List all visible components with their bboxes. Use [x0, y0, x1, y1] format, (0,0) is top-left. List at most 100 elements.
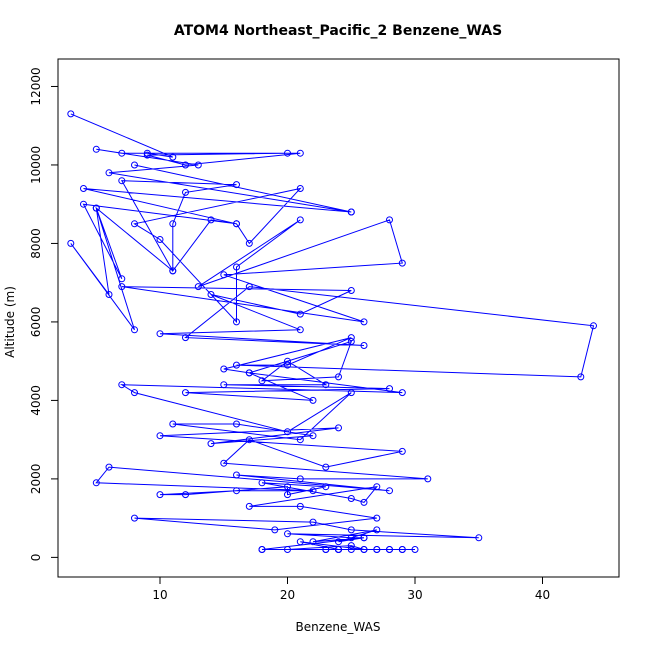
data-point [156, 236, 164, 243]
data-point [347, 334, 355, 342]
data-point [296, 538, 304, 546]
data-point [194, 283, 202, 291]
data-point [92, 479, 100, 487]
data-point [182, 161, 189, 169]
data-point [169, 153, 177, 161]
data-point [347, 542, 355, 550]
data-point [335, 538, 342, 546]
data-point [590, 322, 597, 330]
data-point [245, 283, 253, 291]
data-point [220, 365, 228, 373]
data-point [233, 181, 240, 189]
series-line [70, 113, 595, 550]
data-point [347, 389, 355, 397]
data-point [80, 200, 87, 208]
x-axis-label: Benzene_WAS [296, 620, 381, 634]
data-point [131, 326, 138, 334]
data-point [347, 338, 355, 345]
data-point [347, 208, 355, 216]
data-point [386, 487, 393, 495]
data-point [156, 491, 164, 499]
data-point [80, 185, 87, 192]
data-point [284, 357, 291, 365]
data-point [322, 463, 330, 471]
data-point [360, 546, 368, 553]
plot-frame [57, 58, 620, 578]
data-point [386, 385, 393, 393]
data-point [92, 145, 100, 153]
data-point [309, 487, 317, 495]
data-point [386, 546, 393, 553]
data-point [169, 220, 177, 228]
data-point [398, 389, 406, 397]
data-point [284, 491, 291, 499]
data-point [284, 530, 291, 538]
data-point [131, 220, 138, 228]
data-point [360, 498, 368, 506]
data-point [360, 342, 368, 349]
data-point [398, 447, 406, 455]
data-point [296, 185, 304, 192]
data-point [143, 149, 151, 157]
data-point [233, 420, 240, 428]
data-point [245, 239, 253, 247]
y-tick-label: 12000 [29, 67, 43, 105]
data-point [360, 534, 368, 542]
data-point [284, 428, 291, 436]
data-point [347, 534, 355, 542]
data-point [347, 495, 355, 502]
data-point [169, 267, 177, 275]
data-point [182, 389, 189, 397]
chart-title: ATOM4 Northeast_Pacific_2 Benzene_WAS [174, 23, 502, 39]
data-point [245, 502, 253, 510]
data-point [131, 389, 138, 397]
data-point [207, 291, 215, 298]
data-point [182, 491, 189, 499]
data-point [233, 263, 240, 271]
data-point [220, 459, 228, 467]
data-point [475, 534, 483, 542]
data-point [284, 483, 291, 491]
data-point [360, 318, 368, 326]
data-point [296, 149, 304, 157]
data-point [322, 381, 330, 389]
y-tick-label: 0 [29, 554, 43, 562]
x-tick-label: 20 [280, 588, 295, 602]
data-point [220, 381, 228, 389]
data-point [169, 420, 177, 428]
data-point [296, 475, 304, 483]
data-point [105, 169, 113, 177]
data-point [296, 310, 304, 318]
data-point [156, 330, 164, 338]
data-point [398, 259, 406, 267]
data-point [424, 475, 432, 483]
data-point [233, 220, 240, 228]
data-point [296, 502, 304, 510]
data-point [131, 514, 138, 522]
data-point [67, 110, 75, 118]
data-point [296, 436, 304, 444]
data-point [220, 271, 228, 279]
data-point [105, 291, 113, 298]
x-tick-label: 30 [407, 588, 422, 602]
data-point [233, 361, 240, 369]
data-point [373, 526, 381, 534]
data-point [296, 326, 304, 334]
x-tick-label: 10 [152, 588, 167, 602]
data-point [118, 283, 126, 291]
y-tick-label: 2000 [29, 464, 43, 495]
data-point [284, 546, 291, 553]
data-point [322, 483, 330, 491]
data-point [156, 432, 164, 440]
data-point [131, 161, 138, 169]
x-tick-label: 40 [535, 588, 550, 602]
data-point [105, 463, 113, 471]
data-point [373, 483, 381, 491]
data-point [67, 239, 75, 247]
data-point [373, 546, 381, 553]
data-point [284, 149, 291, 157]
y-tick-label: 4000 [29, 385, 43, 416]
data-point [386, 216, 393, 224]
